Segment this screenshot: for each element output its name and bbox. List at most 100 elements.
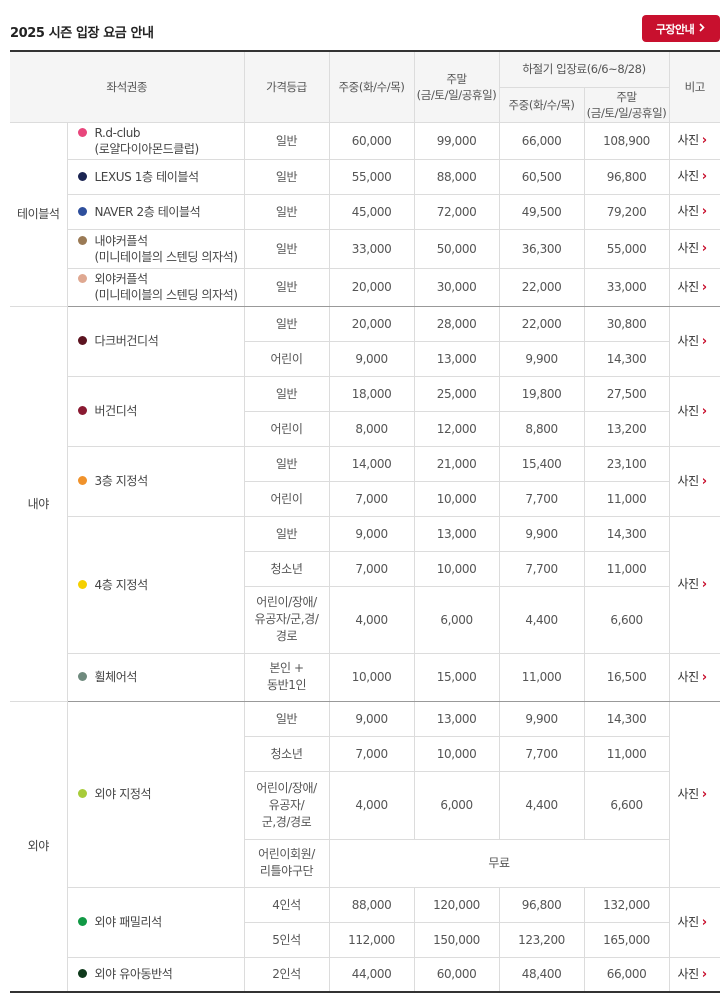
price-weekend: 88,000 (413, 158, 500, 195)
price-grade: 어린이 (244, 480, 330, 517)
seat-name: 외야커플석 (미니테이블의 스텐딩 의자석) (95, 271, 238, 303)
photo-link-label: 사진 (677, 473, 700, 488)
seat-color-dot-icon (77, 127, 87, 137)
price-summer-weekend: 66,000 (583, 956, 670, 993)
price-weekday: 20,000 (328, 267, 415, 307)
table-row: 내야 다크버건디석 일반 20,000 28,000 22,000 30,800 사진 › (10, 305, 721, 702)
note-cell: 사진 › (668, 267, 721, 307)
photo-link[interactable]: 사진 › (678, 241, 708, 256)
photo-link[interactable]: 사진 › (678, 787, 708, 802)
note-cell: 사진 › (668, 228, 721, 269)
price-grade-line: 동반1인 (266, 678, 307, 692)
price-weekend: 6,000 (413, 585, 500, 654)
seat-name-line: LEXUS 1층 테이블석 (94, 169, 200, 184)
seat-name: 외야 패밀리석 (95, 914, 163, 930)
photo-link[interactable]: 사진 › (678, 133, 708, 148)
seat-name-sub: (미니테이블의 스텐딩 의자석) (94, 288, 238, 302)
chevron-right-icon: › (701, 241, 707, 256)
chevron-right-icon: › (701, 333, 707, 349)
table-row: 외야 유아동반석 2인석 44,000 60,000 48,400 66,000 사진 › (10, 956, 721, 993)
stadium-guide-label: 구장안내 (655, 22, 695, 36)
stadium-guide-button[interactable]: 구장안내 (642, 15, 720, 42)
price-weekend: 25,000 (413, 375, 500, 412)
photo-link[interactable]: 사진 › (678, 577, 708, 592)
seat-name: 다크버건디석 (95, 333, 159, 349)
photo-link-label: 사진 (677, 279, 700, 294)
price-grade-line: 리틀야구단 (259, 864, 314, 878)
col-header-summer: 하절기 입장료(6/6~8/28) (498, 50, 670, 88)
price-weekday: 10,000 (328, 652, 415, 702)
seat-name: 3층 지정석 (95, 473, 149, 489)
price-weekday: 4,000 (328, 585, 415, 654)
price-weekend: 12,000 (413, 410, 500, 447)
price-weekend: 150,000 (413, 921, 500, 958)
chevron-right-icon: › (701, 204, 707, 219)
price-weekend: 10,000 (413, 480, 500, 517)
price-weekend: 6,000 (413, 770, 500, 840)
price-table-body: 테이블석 R.d-club (로얄다이아몬드클럽) 일반 60,000 99,000 66,… (10, 121, 721, 993)
price-summer-weekend: 96,800 (583, 158, 670, 195)
price-summer-weekday: 9,900 (498, 515, 585, 552)
photo-link[interactable]: 사진 › (678, 404, 708, 419)
price-summer-weekend: 30,800 (583, 305, 670, 342)
seat-type: 외야 유아동반석 (77, 966, 244, 982)
seat-name-sub: (로얄다이아몬드클럽) (94, 141, 200, 156)
price-grade-line: 군,경/경로 (261, 814, 312, 829)
price-grade: 일반 (243, 445, 330, 482)
photo-link[interactable]: 사진 › (678, 967, 708, 982)
seat-type: NAVER 2층 테이블석 (77, 204, 244, 220)
photo-link-label: 사진 (677, 333, 700, 348)
seat-name: 내야커플석 (미니테이블의 스텐딩 의자석) (95, 233, 238, 265)
note-cell: 사진 › (668, 121, 721, 160)
seat-color-dot-icon (77, 917, 87, 926)
table-row: NAVER 2층 테이블석 일반 45,000 72,000 49,500 79,200 사… (10, 193, 721, 230)
price-weekday: 7,000 (328, 735, 415, 772)
seat-color-dot-icon (77, 336, 87, 345)
photo-link[interactable]: 사진 › (677, 333, 708, 349)
photo-link[interactable]: 사진 › (677, 669, 708, 685)
price-grade: 어린이회원/리틀야구단 (244, 838, 330, 888)
seat-type: R.d-club (로얄다이아몬드클럽) (77, 125, 244, 157)
note-cell: 사진 › (668, 193, 721, 230)
price-summer-weekday: 11,000 (498, 652, 585, 702)
table-row: 3층 지정석 일반 14,000 21,000 15,400 23,100 사진 › (10, 445, 721, 517)
price-weekday: 4,000 (328, 770, 415, 840)
price-weekend: 28,000 (413, 305, 500, 342)
seat-color-dot-icon (77, 206, 87, 216)
note-cell: 사진 › (668, 445, 721, 517)
price-summer-weekend: 14,300 (583, 340, 670, 377)
photo-link-label: 사진 (677, 669, 700, 684)
seat-name: 4층 지정석 (94, 577, 149, 593)
photo-link-label: 사진 (677, 914, 700, 929)
price-grade-line: 어린이/장애/ (256, 780, 317, 795)
price-summer-weekend: 79,200 (583, 193, 670, 230)
seat-type-cell: 외야 유아동반석 (67, 956, 245, 993)
photo-link[interactable]: 사진 › (677, 279, 708, 295)
price-grade: 4인석 (243, 886, 330, 923)
price-grade: 일반 (243, 515, 330, 552)
seat-type: 다크버건디석 (77, 333, 244, 349)
price-summer-weekday: 22,000 (498, 305, 585, 342)
photo-link[interactable]: 사진 › (677, 473, 708, 489)
price-weekday: 33,000 (328, 228, 415, 269)
col-header-weekday: 주중(화/수/목) (328, 50, 415, 123)
page-header: 2025 시즌 입장 요금 안내 구장안내 (0, 0, 726, 51)
price-summer-weekend: 14,300 (583, 515, 670, 552)
table-row: 청소년 7,000 10,000 7,700 11,000 (10, 735, 720, 772)
seat-name-line: 외야 지정석 (94, 787, 152, 801)
photo-link[interactable]: 사진 › (677, 914, 708, 930)
seat-type-cell: LEXUS 1층 테이블석 (67, 158, 245, 195)
photo-link[interactable]: 사진 › (678, 204, 708, 219)
photo-link[interactable]: 사진 › (678, 169, 708, 184)
col-header-note: 비고 (668, 50, 721, 123)
seat-color-dot-icon (77, 672, 87, 681)
table-row: 5인석 112,000 150,000 123,200 165,000 (10, 921, 720, 958)
price-summer-weekday: 4,400 (498, 770, 585, 840)
price-grade: 일반 (243, 228, 330, 269)
price-summer-weekend: 13,200 (583, 410, 670, 447)
price-grade-line: 어린이/장애/ (256, 595, 317, 609)
seat-type: 외야커플석 (미니테이블의 스텐딩 의자석) (77, 271, 244, 303)
price-weekday: 45,000 (328, 193, 415, 230)
price-grade: 2인석 (243, 956, 330, 993)
seat-name-line: 4층 지정석 (94, 577, 149, 592)
